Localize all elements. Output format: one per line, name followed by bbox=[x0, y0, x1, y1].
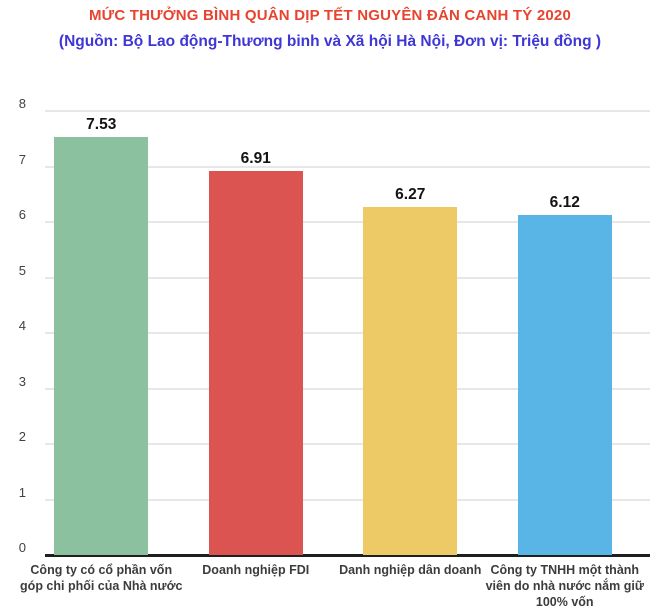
gridline bbox=[45, 165, 650, 168]
gridline bbox=[45, 332, 650, 334]
bar[interactable] bbox=[208, 171, 303, 555]
category-label: Danh nghiệp dân doanh bbox=[339, 563, 482, 577]
gridline bbox=[45, 276, 650, 279]
gridline bbox=[45, 498, 650, 501]
bar[interactable] bbox=[54, 137, 149, 555]
y-tick-label: 4 bbox=[18, 318, 26, 333]
bar-value-label: 6.27 bbox=[395, 186, 426, 203]
chart-title: MỨC THƯỞNG BÌNH QUÂN DỊP TẾT NGUYÊN ĐÁN … bbox=[88, 7, 571, 24]
y-tick-label: 2 bbox=[18, 429, 26, 444]
bar-value-label: 6.12 bbox=[549, 194, 580, 212]
y-tick-label: 3 bbox=[18, 373, 26, 389]
chart-subtitle: (Nguồn: Bộ Lao động-Thương binh và Xã hộ… bbox=[58, 33, 602, 50]
y-tick-label: 5 bbox=[18, 262, 26, 278]
gridline bbox=[45, 387, 650, 390]
y-tick-label: 1 bbox=[18, 484, 26, 500]
bar-value-label: 6.91 bbox=[240, 150, 271, 168]
bar-value-label: 7.53 bbox=[86, 116, 117, 134]
category-label: Công ty có cổ phần vốn góp chi phối của … bbox=[20, 563, 183, 593]
y-tick-label: 6 bbox=[18, 207, 26, 222]
bar[interactable] bbox=[517, 215, 612, 555]
y-tick-label: 7 bbox=[18, 151, 26, 167]
y-tick-label: 8 bbox=[18, 96, 26, 111]
x-axis-line bbox=[45, 554, 650, 557]
gridline bbox=[45, 110, 650, 112]
category-label: Doanh nghiệp FDI bbox=[202, 563, 310, 577]
gridline bbox=[45, 221, 650, 223]
bar[interactable] bbox=[363, 207, 458, 555]
category-label: Công ty TNHH một thành viên do nhà nước … bbox=[485, 563, 644, 609]
y-tick-label: 0 bbox=[18, 540, 26, 555]
gridline bbox=[45, 443, 650, 445]
